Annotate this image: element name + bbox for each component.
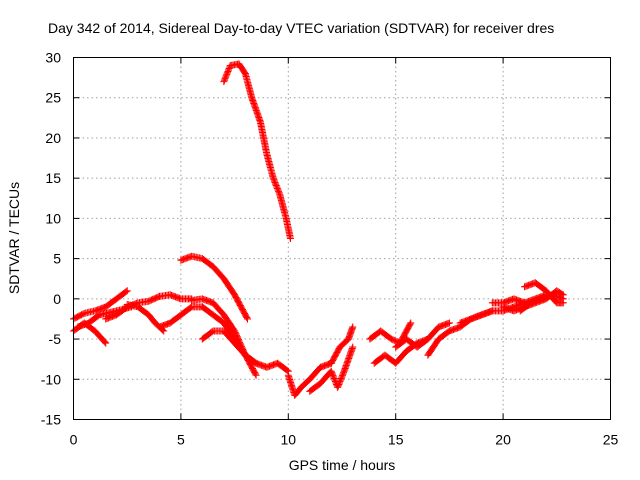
data-point: [349, 323, 357, 331]
data-point: [338, 373, 346, 381]
data-point: [328, 369, 336, 377]
y-tick-label: 25: [45, 90, 61, 106]
data-point: [252, 359, 260, 367]
data-point: [222, 72, 230, 80]
data-point: [330, 373, 338, 381]
x-axis-label: GPS time / hours: [289, 457, 396, 473]
x-tick-label: 15: [388, 432, 404, 448]
data-point: [349, 343, 357, 351]
data-point: [123, 287, 131, 295]
data-point: [445, 319, 453, 327]
data-points: [70, 60, 567, 399]
data-point: [222, 73, 230, 81]
data-point: [270, 177, 278, 185]
data-point: [271, 179, 279, 187]
x-tick-label: 10: [281, 432, 297, 448]
data-point: [283, 366, 291, 374]
data-point: [337, 375, 345, 383]
series-arc-5: [155, 291, 196, 303]
data-point: [251, 358, 259, 366]
y-tick-label: 15: [45, 170, 61, 186]
data-point: [270, 176, 278, 184]
y-tick-label: 10: [45, 210, 61, 226]
data-point: [275, 189, 283, 197]
data-point: [329, 372, 337, 380]
x-tick-label: 0: [70, 432, 78, 448]
data-point: [251, 370, 259, 378]
data-point: [273, 184, 281, 192]
data-point: [243, 314, 251, 322]
data-point: [225, 66, 233, 74]
data-point: [327, 367, 335, 375]
data-point: [223, 69, 231, 77]
data-point: [273, 183, 281, 191]
data-point: [334, 382, 342, 390]
data-point: [336, 377, 344, 385]
data-point: [330, 375, 338, 383]
data-point: [335, 379, 343, 387]
data-point: [223, 70, 231, 78]
data-point: [334, 383, 342, 391]
data-point: [331, 376, 339, 384]
x-tick-label: 20: [495, 432, 511, 448]
data-point: [275, 187, 283, 195]
data-point: [220, 78, 228, 86]
data-point: [328, 370, 336, 378]
data-point: [335, 380, 343, 388]
y-tick-label: 20: [45, 130, 61, 146]
chart-title: Day 342 of 2014, Sidereal Day-to-day VTE…: [48, 20, 554, 36]
y-tick-label: -10: [41, 371, 61, 387]
data-point: [339, 370, 347, 378]
y-tick-label: -5: [49, 331, 62, 347]
y-tick-labels: -15 -10 -5 0 5 10 15 20 25 30: [41, 50, 61, 428]
y-tick-label: -15: [41, 412, 61, 428]
data-point: [220, 76, 228, 84]
data-point: [243, 315, 251, 323]
series-arc-24: [516, 291, 567, 315]
data-point: [272, 181, 280, 189]
data-point: [274, 186, 282, 194]
grid-lines: [73, 57, 611, 420]
data-point: [337, 376, 345, 384]
series-arc-13: [284, 359, 335, 399]
x-tick-labels: 0 5 10 15 20 25: [70, 432, 619, 448]
data-point: [224, 67, 232, 75]
data-point: [269, 174, 277, 182]
axis-ticks: [73, 57, 611, 420]
series-arc-9: [177, 252, 251, 323]
data-point: [102, 339, 110, 347]
series-arc-1: [70, 287, 131, 323]
data-point: [559, 295, 567, 303]
x-tick-label: 5: [177, 432, 185, 448]
series-arc-12: [220, 60, 294, 242]
y-tick-label: 30: [45, 50, 61, 66]
series-arc-18: [392, 319, 453, 351]
data-point: [407, 319, 415, 327]
data-point: [252, 371, 260, 379]
series-arc-15: [327, 323, 357, 367]
data-point: [221, 75, 229, 83]
y-tick-label: 0: [53, 291, 61, 307]
series-arc-14: [306, 343, 357, 395]
y-axis-label: SDTVAR / TECUs: [6, 182, 22, 294]
data-point: [272, 180, 280, 188]
data-point: [338, 372, 346, 380]
series-arc-7: [155, 303, 206, 331]
data-point: [406, 320, 414, 328]
data-point: [286, 235, 294, 242]
series-arc-11: [198, 327, 260, 367]
data-point: [122, 288, 130, 296]
x-tick-label: 25: [603, 432, 619, 448]
series-arc-21: [488, 295, 529, 307]
y-tick-label: 5: [53, 251, 61, 267]
plot-frame: [73, 57, 611, 420]
series-arc-16: [366, 319, 415, 347]
data-point: [101, 338, 109, 346]
